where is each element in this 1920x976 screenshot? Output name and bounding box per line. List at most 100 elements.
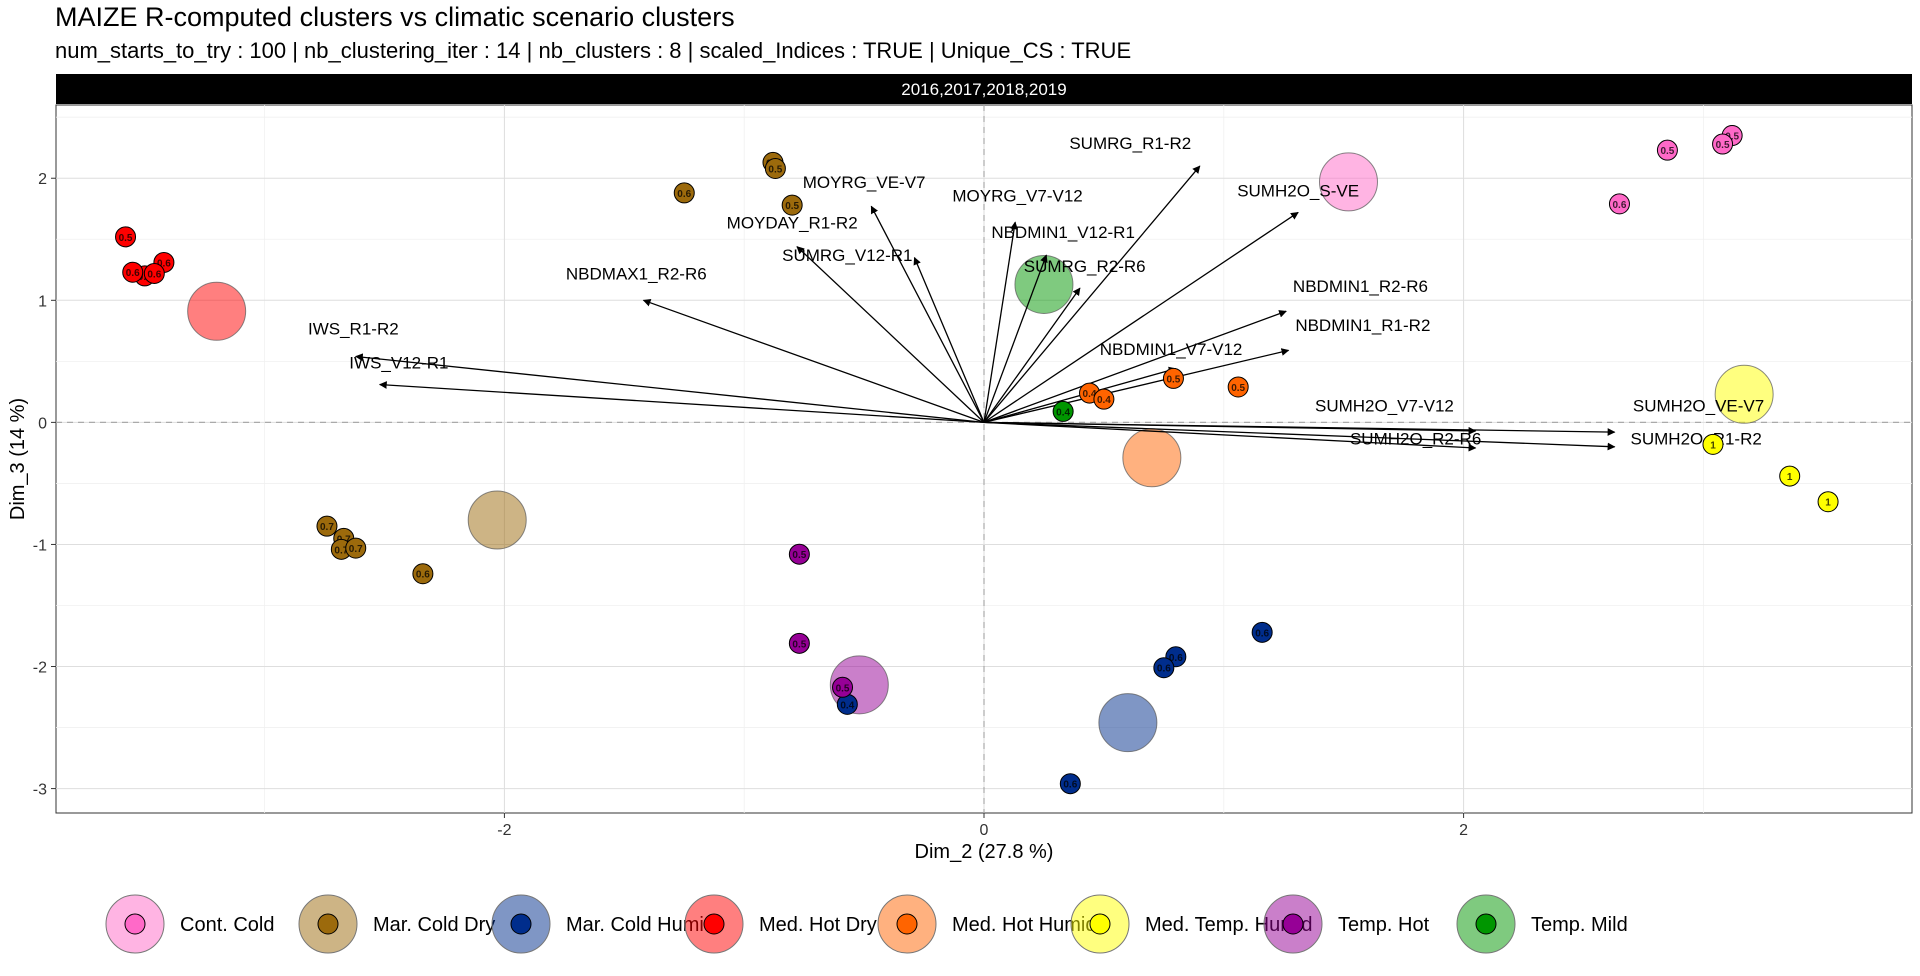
data-point [1656, 139, 1678, 161]
centroid-marker [1714, 364, 1774, 424]
data-point-label: 0.7 [334, 545, 348, 556]
variable-arrow [913, 256, 985, 423]
data-point [1702, 433, 1724, 455]
legend-item: Temp. Mild [1456, 894, 1628, 954]
variable-arrow-label: NBDMAX1_R2-R6 [566, 265, 707, 284]
variable-arrow [983, 211, 1299, 423]
variable-arrow [983, 348, 1290, 424]
legend-item-label: Temp. Mild [1531, 914, 1628, 936]
data-point-label: 0.6 [1157, 664, 1171, 675]
data-point-label: 0.6 [1255, 628, 1269, 639]
variable-arrow [983, 421, 1477, 452]
variable-arrow-label: IWS_R1-R2 [308, 319, 399, 338]
variable-arrow-label: SUMH2O_S-VE [1237, 182, 1359, 201]
centroid-marker [467, 490, 527, 550]
data-point [1779, 465, 1801, 487]
data-point-label: 0.7 [349, 544, 363, 555]
variable-arrow-label: SUMRG_V12-R1 [782, 246, 912, 265]
data-point [781, 194, 803, 216]
data-point [832, 676, 854, 698]
legend-item: Mar. Cold Humid [491, 894, 715, 954]
page-subtitle: num_starts_to_try : 100 | nb_clustering_… [55, 38, 1132, 63]
variable-arrow [983, 165, 1201, 423]
variable-arrow-label: NBDMIN1_R2-R6 [1293, 277, 1428, 296]
data-point [1227, 376, 1249, 398]
data-point-label: 0.5 [836, 683, 850, 694]
variable-arrow-label: SUMH2O_V7-V12 [1315, 396, 1454, 415]
cluster-centroids [187, 152, 1774, 753]
variable-arrows: SUMRG_R1-R2 SUMH2O_S-VE MOYRG_VE-V7 MOYRG_V… [308, 134, 1764, 452]
data-point-label: 0.5 [1716, 140, 1730, 151]
y-tick-label: -1 [33, 537, 47, 554]
legend-item-label: Temp. Hot [1338, 914, 1430, 936]
legend-key-inner [896, 913, 918, 935]
y-tick-label: 1 [38, 293, 47, 310]
centroid-marker [187, 281, 247, 341]
legend-key-inner [703, 913, 725, 935]
variable-arrow-label: NBDMIN1_V12-R1 [991, 223, 1135, 242]
data-point-label: 0.5 [1166, 374, 1180, 385]
data-point [1153, 657, 1175, 679]
variable-arrow-label: SUMRG_R2-R6 [1024, 257, 1146, 276]
variable-arrow [354, 353, 985, 424]
legend-item: Cont. Cold [105, 894, 275, 954]
data-point [1052, 400, 1074, 422]
variable-arrow-label: SUMRG_R1-R2 [1069, 134, 1191, 153]
variable-arrow-label: NBDMIN1_R1-R2 [1295, 316, 1430, 335]
data-point-label: 0.4 [1097, 395, 1111, 406]
variable-arrow [796, 246, 985, 423]
data-point-label: 0.4 [840, 700, 854, 711]
legend: Cont. Cold Mar. Cold Dry Mar. Cold Humid Me… [105, 894, 1628, 954]
data-point-label: 0.6 [1169, 653, 1183, 664]
variable-arrow-label: MOYDAY_R1-R2 [727, 213, 858, 232]
data-point [764, 157, 786, 179]
variable-arrow [983, 310, 1287, 423]
page-title: MAIZE R-computed clusters vs climatic sc… [55, 2, 735, 32]
legend-key-inner [1089, 913, 1111, 935]
panel-strip-background [56, 74, 1912, 104]
data-point-label: 0.5 [119, 233, 133, 244]
variable-arrow-label: SUMH2O_R1-R2 [1631, 429, 1762, 448]
data-point [316, 515, 338, 537]
data-point [345, 537, 367, 559]
data-point [788, 632, 810, 654]
legend-item-label: Med. Hot Dry [759, 914, 877, 936]
y-tick-label: 0 [38, 415, 47, 432]
data-point [673, 182, 695, 204]
x-tick-label: 0 [980, 822, 989, 839]
data-point-label: 0.6 [157, 258, 171, 269]
variable-arrow [983, 221, 1018, 423]
centroid-marker [1098, 693, 1158, 753]
data-point [1251, 621, 1273, 643]
variable-arrow [642, 299, 985, 423]
x-tick-label: 2 [1459, 822, 1468, 839]
data-point [1712, 133, 1734, 155]
legend-key-inner [510, 913, 532, 935]
data-point-label: 0.5 [1231, 383, 1245, 394]
data-point-label: 0.6 [677, 189, 691, 200]
centroid-marker [1318, 152, 1378, 212]
variable-arrow-label: MOYRG_V7-V12 [952, 186, 1082, 205]
data-point [115, 226, 137, 248]
legend-item: Med. Hot Dry [684, 894, 877, 954]
data-point [143, 262, 165, 284]
data-point-label: 1 [1787, 472, 1793, 483]
data-point-label: 0.6 [1612, 200, 1626, 211]
data-point-label: 0.4 [1083, 389, 1097, 400]
legend-item: Med. Hot Humid [877, 894, 1097, 954]
x-tick-label: -2 [497, 822, 511, 839]
variable-arrow [870, 205, 985, 423]
y-axis-label: Dim_3 (14 %) [7, 398, 29, 520]
data-point-label: 0.4 [1056, 407, 1070, 418]
legend-key-inner [1475, 913, 1497, 935]
variable-arrow [378, 381, 985, 424]
data-point [412, 563, 434, 585]
legend-item: Temp. Hot [1263, 894, 1430, 954]
legend-item-label: Mar. Cold Dry [373, 914, 495, 936]
variable-arrow-label: MOYRG_VE-V7 [803, 173, 926, 192]
data-point [788, 543, 810, 565]
data-point [1817, 491, 1839, 513]
variable-arrow [983, 254, 1048, 423]
data-point-label: 0.5 [792, 639, 806, 650]
